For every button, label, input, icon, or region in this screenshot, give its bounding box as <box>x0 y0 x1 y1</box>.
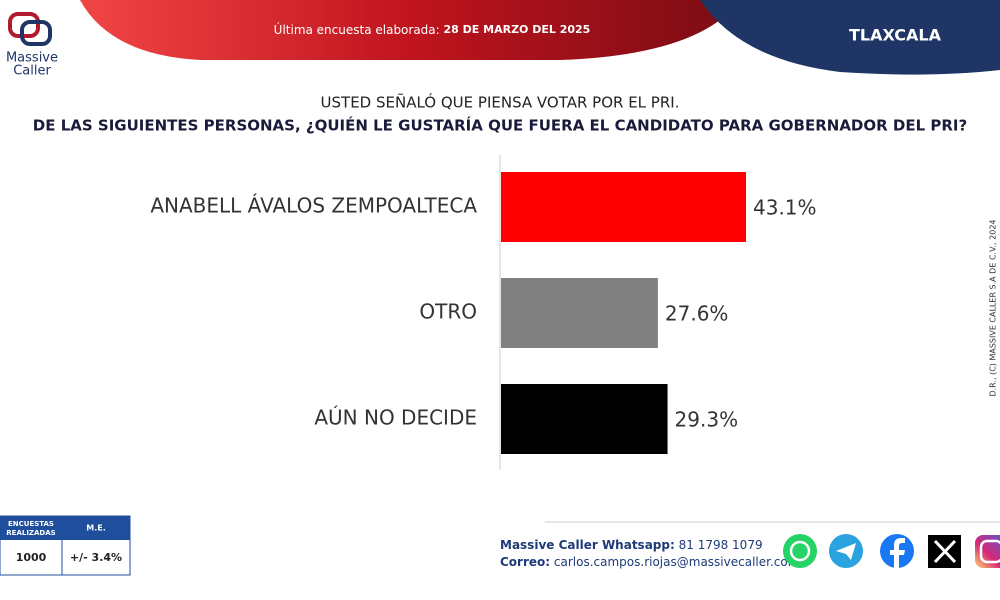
logo-text: Caller <box>13 64 51 79</box>
category-label: ANABELL ÁVALOS ZEMPOALTECA <box>150 194 477 218</box>
social-icons <box>783 534 1000 568</box>
bar <box>501 278 658 348</box>
value-label: 27.6% <box>665 302 729 326</box>
region-banner <box>700 0 1000 75</box>
table-header: M.E. <box>86 524 106 533</box>
chart-subtitle: USTED SEÑALÓ QUE PIENSA VOTAR POR EL PRI… <box>321 93 680 112</box>
category-label: AÚN NO DECIDE <box>314 406 477 430</box>
header-banner <box>80 0 740 60</box>
footer-email: Correo: carlos.campos.riojas@massivecall… <box>500 555 799 569</box>
table-header: ENCUESTAS REALIZADAS <box>6 520 55 537</box>
table-cell: +/- 3.4% <box>70 551 122 564</box>
table-cell: 1000 <box>16 551 47 564</box>
stats-table: ENCUESTAS REALIZADAS M.E. 1000 +/- 3.4% <box>0 515 131 576</box>
survey-date: Última encuesta elaborada: 28 DE MARZO D… <box>274 22 591 37</box>
logo: Massive Caller <box>6 12 58 79</box>
logo-text: Massive <box>6 51 58 66</box>
region: TLAXCALA <box>849 26 942 45</box>
chart-title: DE LAS SIGUIENTES PERSONAS, ¿QUIÉN LE GU… <box>33 116 967 135</box>
bar <box>501 172 746 242</box>
footer-whatsapp: Massive Caller Whatsapp: 81 1798 1079 <box>500 538 763 552</box>
bar <box>501 384 668 454</box>
category-label: OTRO <box>419 300 477 324</box>
whatsapp-icon[interactable] <box>783 534 817 568</box>
value-label: 43.1% <box>753 196 817 220</box>
value-label: 29.3% <box>675 408 739 432</box>
copyright: D.R., (C) MASSIVE CALLER S.A DE C.V., 20… <box>989 219 998 396</box>
